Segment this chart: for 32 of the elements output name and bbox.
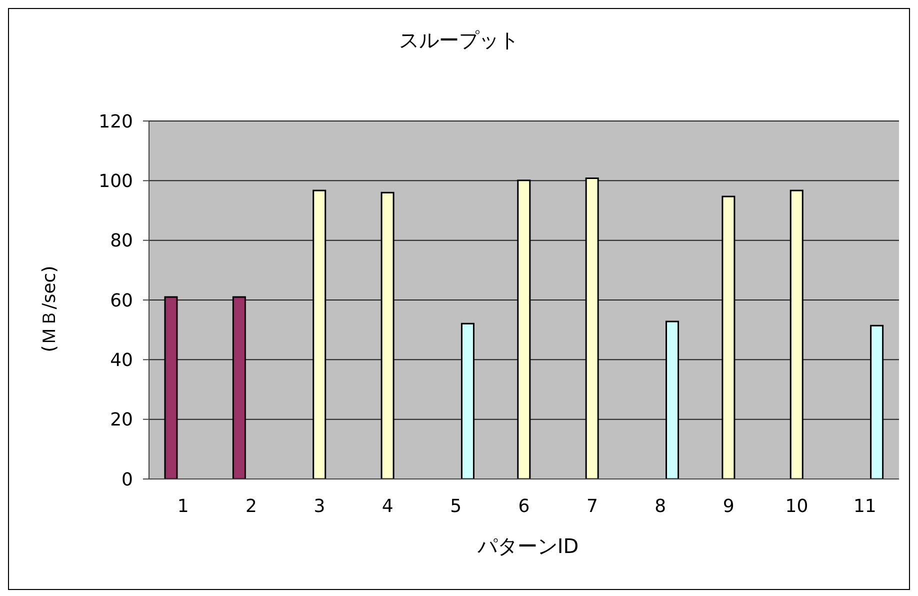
chart-title: スループット <box>398 27 520 54</box>
x-tick-label: 6 <box>518 496 530 517</box>
y-tick-label: 120 <box>98 111 133 132</box>
y-tick-label: 100 <box>98 171 133 192</box>
x-tick-label: 11 <box>853 496 876 517</box>
x-tick-label: 1 <box>177 496 189 517</box>
x-tick-label: 7 <box>586 496 598 517</box>
bar <box>722 196 736 479</box>
y-tick-label: 60 <box>110 290 133 312</box>
x-tick-label: 2 <box>246 496 257 517</box>
bar <box>164 296 178 479</box>
x-tick-label: 10 <box>785 496 808 517</box>
x-tick-label: 8 <box>654 496 666 517</box>
bar <box>790 190 804 479</box>
y-tick-label: 20 <box>110 410 133 431</box>
bar <box>585 178 599 479</box>
bar <box>460 322 474 479</box>
y-tick-label: 0 <box>122 469 133 490</box>
bar <box>870 324 884 479</box>
y-tick-label: 80 <box>110 230 133 252</box>
x-tick-label: 3 <box>314 496 326 517</box>
x-tick-label: 4 <box>382 496 394 517</box>
x-axis-title: パターンID <box>476 533 580 560</box>
bar <box>666 320 680 479</box>
bar <box>517 180 531 479</box>
x-tick-label: 9 <box>722 496 734 517</box>
bar <box>380 192 394 479</box>
x-tick-label: 5 <box>450 496 462 517</box>
bar <box>312 190 326 479</box>
y-axis-title: (ＭＢ/sec) <box>38 266 61 352</box>
y-tick-label: 40 <box>110 350 133 372</box>
bar <box>232 296 246 479</box>
